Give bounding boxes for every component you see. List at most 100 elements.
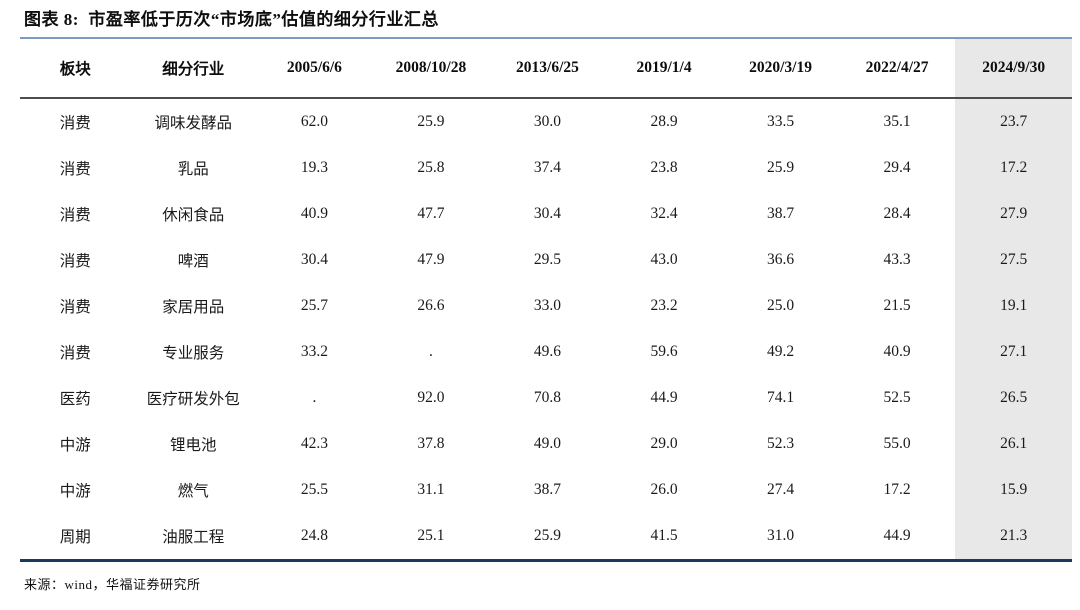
table-cell: 燃气	[177, 483, 209, 500]
table-cell: 92.0	[417, 389, 445, 406]
table-cell: 23.8	[650, 159, 678, 176]
header-cell: 2019/1/4	[605, 39, 723, 99]
table-cell: 49.0	[533, 435, 562, 452]
table-cell: 调味发酵品	[154, 115, 233, 132]
table-cell: 17.2	[955, 145, 1072, 191]
table-cell: 26.6	[417, 297, 445, 314]
table-row: 消费 乳品 19.3 25.8 37.4 23.8 25.9 29.4 17.2	[20, 145, 1072, 191]
header-cell: 板块	[20, 39, 131, 99]
table-cell: 周期	[59, 529, 91, 546]
table-cell: 59.6	[650, 343, 678, 360]
table-cell: 47.7	[417, 205, 445, 222]
table-cell: 70.8	[533, 389, 562, 406]
table-cell: 33.0	[533, 297, 562, 314]
table-cell: 25.1	[417, 527, 445, 544]
table-cell: 31.0	[767, 527, 795, 544]
header-cell: 2013/6/25	[489, 39, 606, 99]
table-cell: 37.8	[417, 435, 445, 452]
table-cell: 21.5	[883, 297, 911, 314]
table-cell: 26.5	[955, 375, 1072, 421]
table-cell: 休闲食品	[162, 207, 225, 224]
table-cell: 42.3	[300, 435, 328, 452]
table-cell: 30.4	[300, 251, 328, 268]
table-cell: 62.0	[300, 113, 328, 130]
table-cell: 26.1	[955, 421, 1072, 467]
table-cell: 25.9	[533, 527, 562, 544]
table-cell: 24.8	[300, 527, 328, 544]
table-cell: 锂电池	[170, 437, 217, 454]
table-cell: 49.2	[767, 343, 795, 360]
table-cell: 31.1	[417, 481, 445, 498]
table-row: 中游 燃气 25.5 31.1 38.7 26.0 27.4 17.2 15.9	[20, 467, 1072, 513]
header-cell: 2005/6/6	[256, 39, 373, 99]
table-cell: 15.9	[955, 467, 1072, 513]
table-row: 周期 油服工程 24.8 25.1 25.9 41.5 31.0 44.9 21.3	[20, 513, 1072, 561]
table-cell: 26.0	[650, 481, 678, 498]
table-cell: 55.0	[883, 435, 911, 452]
table-cell: 38.7	[533, 481, 562, 498]
table-cell: 23.7	[955, 98, 1072, 145]
table-cell: 29.4	[883, 159, 911, 176]
table-cell: 29.0	[650, 435, 678, 452]
header-cell: 2008/10/28	[372, 39, 490, 99]
table-row: 消费 专业服务 33.2. 49.6 59.6 49.2 40.9 27.1	[20, 329, 1072, 375]
table-row: 消费 家居用品 25.7 26.6 33.0 23.2 25.0 21.5 19.1	[20, 283, 1072, 329]
table-row: 消费 啤酒 30.4 47.9 29.5 43.0 36.6 43.3 27.5	[20, 237, 1072, 283]
title-divider-rule	[20, 37, 1072, 39]
header-cell: 2022/4/27	[838, 39, 956, 99]
table-cell: 74.1	[767, 389, 795, 406]
table-cell: 49.6	[533, 343, 562, 360]
table-cell: 47.9	[417, 251, 445, 268]
pe-valuation-table: 板块 细分行业 2005/6/6 2008/10/28 2013/6/25 2019/1/…	[20, 39, 1072, 562]
table-cell: 中游	[59, 483, 91, 500]
table-cell: 19.3	[300, 159, 328, 176]
table-cell: 消费	[59, 299, 91, 316]
table-cell: 30.0	[533, 113, 562, 130]
table-cell: 52.3	[767, 435, 795, 452]
table-cell: 27.4	[767, 481, 795, 498]
table-header-row: 板块 细分行业 2005/6/6 2008/10/28 2013/6/25 2019/1/…	[20, 39, 1072, 99]
table-row: 中游 锂电池 42.3 37.8 49.0 29.0 52.3 55.0 26.1	[20, 421, 1072, 467]
table-cell: 29.5	[533, 251, 562, 268]
table-header: 板块 细分行业 2005/6/6 2008/10/28 2013/6/25 2019/1/…	[20, 39, 1072, 99]
table-cell: 专业服务	[162, 345, 225, 362]
header-cell: 2024/9/30	[955, 39, 1072, 99]
table-cell: 啤酒	[177, 253, 209, 270]
table-cell: 36.6	[767, 251, 795, 268]
table-row: 医药 医疗研发外包. 92.0 70.8 44.9 74.1 52.5 26.5	[20, 375, 1072, 421]
table-cell: 乳品	[177, 161, 209, 178]
table-cell: 44.9	[883, 527, 911, 544]
table-cell: 25.9	[417, 113, 445, 130]
table-cell: 消费	[59, 345, 91, 362]
table-cell: 25.5	[300, 481, 328, 498]
table-cell: 43.3	[883, 251, 911, 268]
table-cell: 消费	[59, 253, 91, 270]
table-row: 消费 休闲食品 40.9 47.7 30.4 32.4 38.7 28.4 27.9	[20, 191, 1072, 237]
table-cell: 37.4	[533, 159, 562, 176]
table-cell: 25.0	[767, 297, 795, 314]
table-row: 消费 调味发酵品 62.0 25.9 30.0 28.9 33.5 35.1 23.7	[20, 98, 1072, 145]
table-cell: 27.9	[955, 191, 1072, 237]
table-cell: 32.4	[650, 205, 678, 222]
table-cell: 消费	[59, 207, 91, 224]
table-cell: 25.8	[417, 159, 445, 176]
header-cell: 细分行业	[130, 39, 257, 99]
header-cell: 2020/3/19	[722, 39, 839, 99]
table-cell: 33.5	[767, 113, 795, 130]
table-cell: .	[428, 343, 433, 360]
table-cell: 33.2	[300, 343, 328, 360]
table-cell: 28.9	[650, 113, 678, 130]
figure-title: 图表 8: 市盈率低于历次“市场底”估值的细分行业汇总	[24, 10, 439, 29]
table-cell: 35.1	[883, 113, 911, 130]
table-cell: 17.2	[883, 481, 911, 498]
table-cell: 43.0	[650, 251, 678, 268]
table-cell: 家居用品	[162, 299, 225, 316]
table-cell: 医药	[59, 391, 91, 408]
table-cell: 消费	[59, 161, 91, 178]
table-cell: 消费	[59, 115, 91, 132]
table-body: 消费 调味发酵品 62.0 25.9 30.0 28.9 33.5 35.1 23.7 消费 乳品 1…	[20, 98, 1072, 561]
table-cell: 27.1	[955, 329, 1072, 375]
table-cell: 40.9	[883, 343, 911, 360]
table-cell: 25.7	[300, 297, 328, 314]
